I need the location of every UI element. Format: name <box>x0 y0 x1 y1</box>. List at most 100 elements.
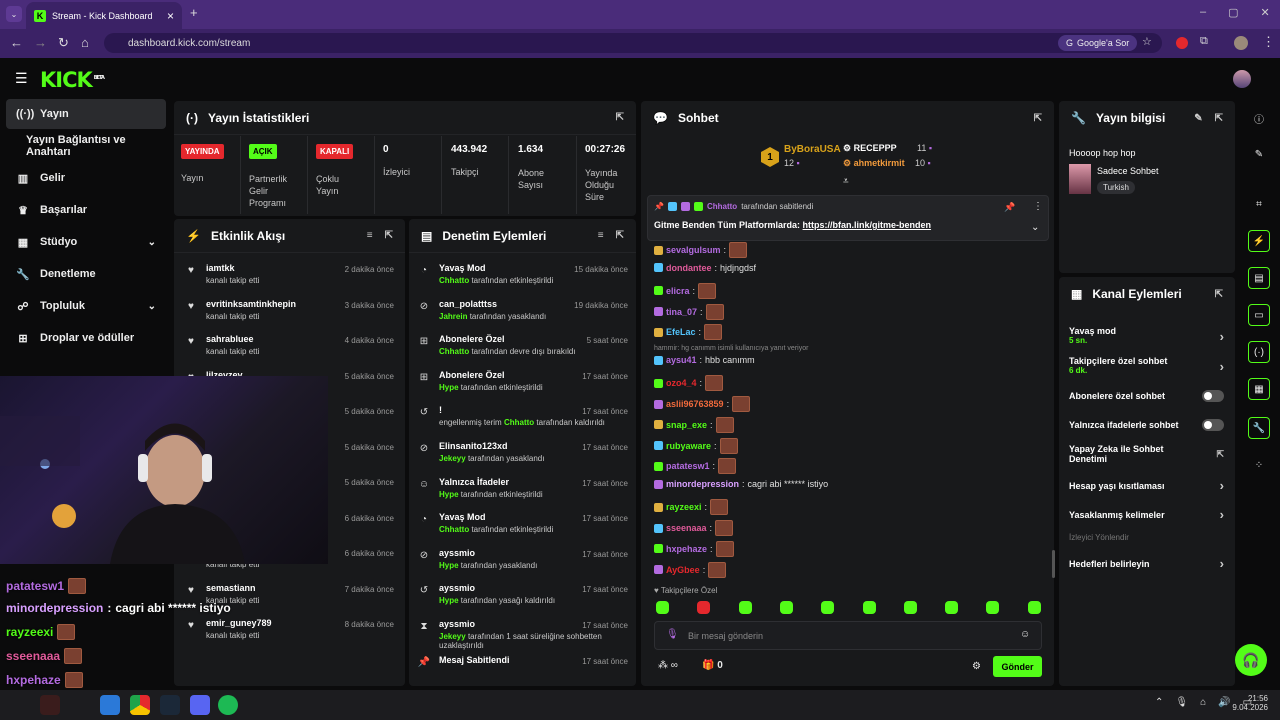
popout-icon[interactable]: ⇱ <box>1214 112 1223 124</box>
pen-icon[interactable]: ✎ <box>1254 148 1264 160</box>
channel-action-item[interactable]: Yasaklanmış kelimeler › <box>1069 507 1224 522</box>
moderation-row[interactable]: 📌 Mesaj Sabitlendi 17 saat önce <box>417 655 628 690</box>
moderation-row[interactable]: ⧗ ayssmio Jekeyy tarafından 1 saat süreliğ… <box>417 619 628 654</box>
chat-username[interactable]: rubyaware <box>666 440 712 451</box>
battery-icon[interactable]: ▭ <box>1242 697 1253 708</box>
chat-username[interactable]: rayzeexi <box>666 502 702 513</box>
chat-username[interactable]: aslii96763859 <box>666 399 724 409</box>
activity-row[interactable]: ♥ sahrabluee kanalı takip etti 4 dakika önc… <box>184 334 394 369</box>
chat-username[interactable]: minordepression <box>666 479 740 490</box>
popout-icon[interactable]: ⇱ <box>384 230 393 241</box>
chat-message[interactable]: snap_exe: <box>654 416 734 433</box>
info-icon[interactable]: ⓘ <box>1254 114 1264 126</box>
chat-message[interactable]: tina_07: <box>654 303 724 320</box>
activity-row[interactable]: ♥ emir_guney789 kanalı takip etti 8 dakika … <box>184 618 394 653</box>
mic-icon[interactable]: 🎙 <box>666 629 679 640</box>
moderator-name[interactable]: Chhatto <box>503 418 535 428</box>
emote-picker-item[interactable] <box>1027 601 1041 614</box>
lightning-icon[interactable]: ⚡ <box>1248 230 1270 252</box>
taskbar-app-icon[interactable] <box>40 695 60 715</box>
popout-icon[interactable]: ⇱ <box>615 230 624 241</box>
channel-action-item[interactable]: Yalnızca ifadelerle sohbet <box>1069 419 1224 431</box>
moderation-row[interactable]: ↺! engellenmiş terim Chhatto tarafından k… <box>417 405 628 440</box>
chat-username[interactable]: AyGbee <box>666 564 700 575</box>
wrench-icon[interactable]: 🔧 <box>1248 417 1270 439</box>
emote-picker-item[interactable] <box>738 601 752 614</box>
chat-username[interactable]: sseenaaa <box>666 523 707 533</box>
browser-menu-icon[interactable]: ⋮ <box>1262 34 1275 49</box>
chevron-down-icon[interactable]: ⌄ <box>1031 222 1040 233</box>
chat-message[interactable]: aysu41: hbb canımm <box>654 355 755 365</box>
sidebar-item-studyo[interactable]: ▦ Stüdyo ⌄ <box>6 227 166 257</box>
system-tray[interactable]: ⌃ 🎙 ⌂ 🔊 ▭ <box>1155 697 1252 708</box>
chat-username[interactable]: snap_exe <box>666 419 708 430</box>
emote-picker-item[interactable] <box>779 601 793 614</box>
maximize-icon[interactable]: ▢ <box>1228 7 1239 19</box>
chat-username[interactable]: sevalgulsum <box>666 245 721 255</box>
hamburger-menu-icon[interactable]: ☰ <box>15 70 28 86</box>
chat-message[interactable]: minordepression: cagri abi ****** istiyo <box>654 479 828 489</box>
user-avatar[interactable] <box>1233 70 1251 88</box>
network-icon[interactable]: ⌂ <box>1200 697 1207 708</box>
channel-action-item[interactable]: Takipçilere özel sohbet 6 dk. › <box>1069 356 1224 376</box>
filter-icon[interactable]: ≡ <box>597 230 604 241</box>
sidebar-item-gelir[interactable]: ▥ Gelir <box>6 163 166 193</box>
chat-bubble-icon[interactable]: ▭ <box>1248 304 1270 326</box>
emote-picker-item[interactable] <box>903 601 917 614</box>
actions-icon[interactable]: ▦ <box>1248 378 1270 400</box>
broadcast-icon[interactable]: (·) <box>1248 341 1270 363</box>
top-gifter-1[interactable]: ⚙ RECEPPP <box>843 143 897 153</box>
activity-row[interactable]: ♥ semastiann kanalı takip etti 7 dakika önc… <box>184 583 394 618</box>
chat-message[interactable]: rubyaware: <box>654 437 738 454</box>
chat-username[interactable]: aysu41 <box>666 355 697 366</box>
google-ask-chip[interactable]: G Google'a Sor <box>1058 35 1138 51</box>
moderation-row[interactable]: ↺ ayssmio Hype tarafından yasağı kaldırıld… <box>417 583 628 618</box>
chat-username[interactable]: hxpehaze <box>666 543 708 554</box>
set-goals-item[interactable]: Hedefleri belirleyin › <box>1069 556 1224 571</box>
popout-icon[interactable]: ⇱ <box>1214 288 1223 300</box>
channel-action-item[interactable]: Yavaş mod 5 sn. › <box>1069 326 1224 346</box>
close-tab-icon[interactable]: × <box>166 8 174 23</box>
emote-picker-item[interactable] <box>697 601 711 614</box>
more-options-icon[interactable]: ⋮ <box>1033 201 1043 212</box>
moderator-name[interactable]: Jekeyy <box>439 632 466 641</box>
edit-pencil-icon[interactable]: ✎ <box>1194 112 1203 124</box>
channel-points[interactable]: ⁂ ∞ <box>658 660 678 671</box>
moderation-row[interactable]: ⊞ Abonelere Özel Chhatto tarafından devre … <box>417 334 628 369</box>
sidebar-item-stream-key[interactable]: Yayın Bağlantısı ve Anahtarı <box>6 131 166 161</box>
moderator-name[interactable]: Hype <box>439 596 459 606</box>
reload-icon[interactable]: ↻ <box>58 35 69 50</box>
chevron-up-icon[interactable]: ⌃ <box>1155 697 1164 708</box>
bookmark-star-icon[interactable]: ☆ <box>1142 36 1152 48</box>
chat-message[interactable]: elicra: <box>654 282 717 299</box>
chat-message[interactable]: EfeLac: <box>654 324 723 341</box>
headset-support-icon[interactable]: 🎧 <box>1235 644 1267 676</box>
close-window-icon[interactable]: ✕ <box>1260 7 1270 19</box>
browser-tab[interactable]: K Stream - Kick Dashboard × <box>26 2 182 29</box>
moderation-row[interactable]: ◔ Yavaş Mod Chhatto tarafından etkinleştir… <box>417 263 628 298</box>
home-icon[interactable]: ⌂ <box>81 35 89 50</box>
back-icon[interactable]: ← <box>10 35 23 50</box>
moderation-row[interactable]: ⊞ Abonelere Özel Hype tarafından etkinleşt… <box>417 370 628 405</box>
profile-avatar[interactable] <box>1234 36 1248 50</box>
top-gifter-2[interactable]: ⚙ ahmetkirmit <box>843 158 905 168</box>
add-widget-icon[interactable]: ⁘ <box>1254 459 1264 471</box>
minimize-icon[interactable]: – <box>1200 6 1207 18</box>
outlook-icon[interactable] <box>100 695 120 715</box>
spotify-icon[interactable] <box>218 695 238 715</box>
chat-username[interactable]: patatesw1 <box>666 461 710 472</box>
toggle-switch[interactable] <box>1202 419 1224 431</box>
emote-picker-item[interactable] <box>945 601 959 614</box>
popout-icon[interactable]: ⇱ <box>1033 112 1042 124</box>
chat-username[interactable]: ozo4_4 <box>666 378 697 389</box>
pinned-by-user[interactable]: Chhatto <box>706 202 738 211</box>
discord-icon[interactable] <box>190 695 210 715</box>
tab-menu-button[interactable]: ⌄ <box>6 6 22 22</box>
chat-message[interactable]: aslii96763859: <box>654 396 751 412</box>
steam-icon[interactable] <box>160 695 180 715</box>
moderator-name[interactable]: Hype <box>439 489 459 499</box>
channel-action-item[interactable]: Abonelere özel sohbet <box>1069 390 1224 402</box>
extensions-puzzle-icon[interactable]: ⧉ <box>1200 35 1208 47</box>
activity-row[interactable]: ♥ iamtkk kanalı takip etti 2 dakika önce <box>184 263 394 298</box>
emote-picker-item[interactable] <box>862 601 876 614</box>
